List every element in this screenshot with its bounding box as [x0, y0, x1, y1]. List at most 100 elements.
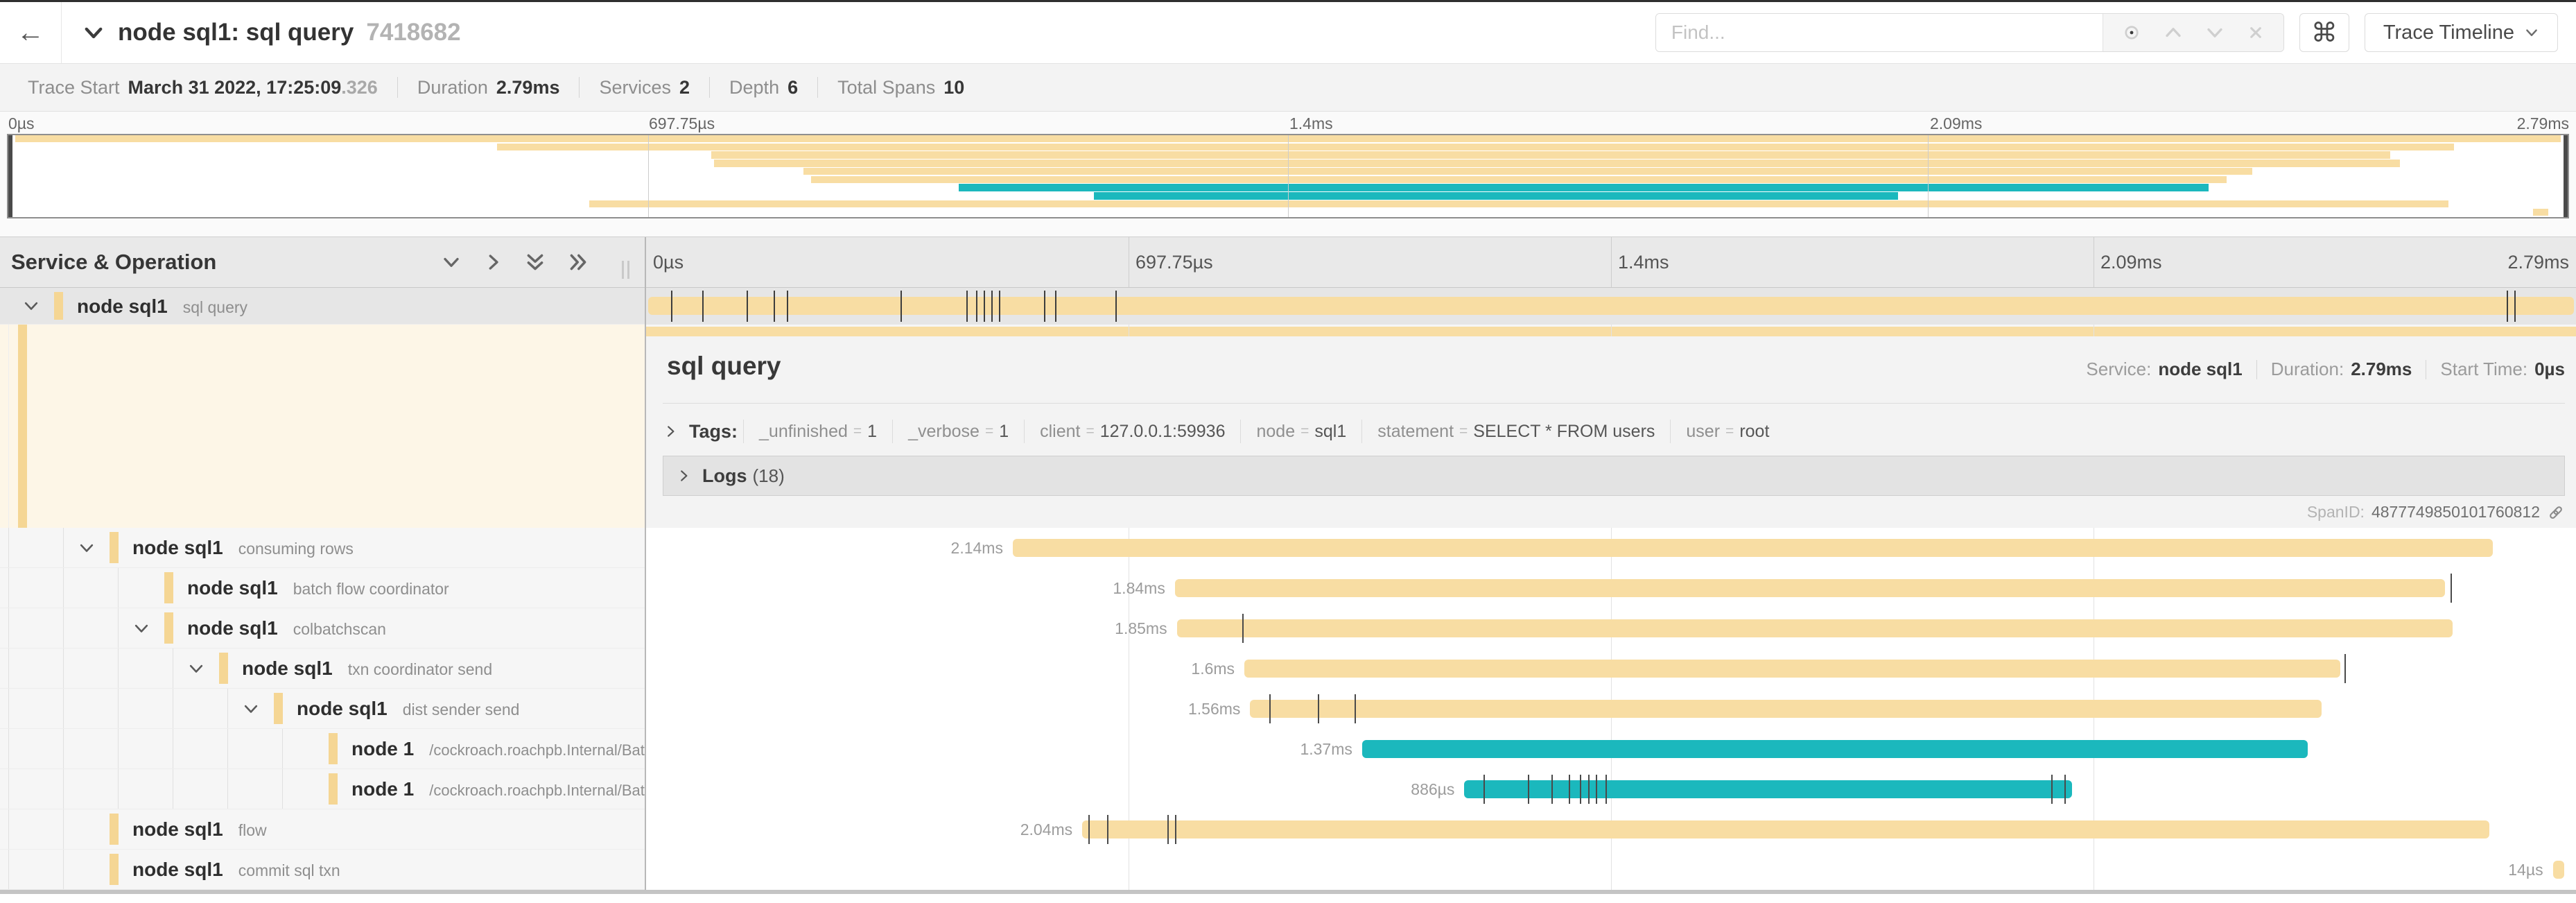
span-tree-row[interactable]: node sql1 consuming rows [0, 528, 645, 568]
timeline-row: 886µs [646, 769, 2576, 809]
meta-label: Services [599, 76, 671, 98]
chevron-down-icon[interactable] [2204, 22, 2225, 43]
log-marker-tick [787, 291, 789, 322]
minimap-axis-label: 2.09ms [1930, 114, 1983, 132]
tag-key: _verbose [908, 421, 980, 441]
span-color-accent [164, 612, 173, 644]
minimap-span-bar [810, 175, 2227, 184]
minimap-section: 0µs 697.75µs 1.4ms 2.09ms 2.79ms [0, 112, 2576, 237]
minimap-span-bar [497, 143, 2454, 151]
tree-guide-line [63, 850, 64, 889]
span-tree-row[interactable]: node sql1 commit sql txn [0, 850, 645, 890]
span-tree-row[interactable]: node sql1 sql query [0, 288, 645, 325]
minimap-span-bar [714, 160, 2401, 167]
span-tree-row[interactable]: node sql1 dist sender send [0, 689, 645, 729]
chevron-up-icon[interactable] [2163, 22, 2184, 43]
expand-all-icon[interactable] [567, 251, 589, 273]
span-bar[interactable] [1012, 539, 2494, 557]
target-icon[interactable] [2121, 22, 2142, 43]
span-operation-name: dist sender send [402, 700, 520, 719]
span-tree-panel: node sql1 sql query node sql1 consuming row… [0, 288, 645, 890]
meta-value: March 31 2022, 17:25:09 [128, 76, 342, 98]
tree-guide-line [118, 769, 119, 809]
span-bar[interactable] [1250, 700, 2322, 718]
span-duration-label: 1.85ms [1115, 619, 1167, 637]
span-service-name: node sql1 flow [132, 818, 267, 840]
trace-timeline-dropdown[interactable]: Trace Timeline [2364, 13, 2558, 52]
tree-guide-line [63, 568, 64, 608]
span-color-accent [110, 814, 119, 845]
tags-row[interactable]: Tags: _unfinished = 1 _verbose = 1 client = 127.0… [663, 414, 1784, 449]
span-tree-row[interactable]: node 1/cockroach.roachpb.Internal/Batch [0, 769, 645, 809]
span-collapse-chevron-icon[interactable] [132, 619, 150, 637]
minimap-row [12, 184, 2564, 191]
span-bar[interactable] [2552, 861, 2565, 879]
meta-label: Duration [417, 76, 488, 98]
tree-guide-line [227, 769, 228, 809]
logs-row[interactable]: Logs (18) [663, 456, 2565, 496]
minimap-axis-label: 0µs [8, 114, 35, 132]
back-button[interactable]: ← [0, 2, 62, 63]
tree-guide-line [8, 769, 9, 809]
span-bar[interactable] [1174, 579, 2445, 597]
expand-one-icon[interactable] [482, 252, 503, 273]
tag-item: node = sql1 [1240, 420, 1361, 443]
collapse-all-icon[interactable] [524, 251, 546, 273]
span-collapse-chevron-icon[interactable] [187, 660, 205, 678]
link-icon[interactable] [2547, 504, 2565, 522]
log-marker-tick [671, 291, 673, 322]
keyboard-shortcuts-button[interactable]: ⌘ [2299, 13, 2349, 52]
log-marker-tick [773, 291, 775, 322]
collapse-trace-chevron-icon[interactable] [82, 21, 105, 44]
service-operation-title: Service & Operation [11, 250, 217, 274]
tag-equals: = [984, 423, 994, 439]
span-bar[interactable] [1082, 820, 2489, 839]
timeline-axis-label: 0µs [653, 252, 684, 273]
clear-x-icon[interactable] [2246, 23, 2265, 42]
tag-value: 127.0.0.1:59936 [1099, 421, 1226, 441]
tree-guide-line [8, 648, 9, 688]
tag-value: SELECT * FROM users [1473, 421, 1655, 441]
log-marker-tick [1354, 694, 1356, 723]
span-service-name: node 1/cockroach.roachpb.Internal/Batch [351, 729, 645, 771]
span-bar[interactable] [647, 297, 2575, 315]
span-tree-row[interactable]: node sql1 flow [0, 809, 645, 850]
timeline-row: 2.04ms [646, 809, 2576, 850]
span-bar[interactable] [1176, 619, 2453, 637]
minimap-right-handle[interactable] [2564, 135, 2568, 217]
minimap-row [12, 160, 2564, 167]
span-tree-row[interactable]: node sql1 txn coordinator send [0, 648, 645, 689]
span-bar[interactable] [1464, 780, 2073, 798]
log-marker-tick [2064, 775, 2066, 804]
column-resize-grip[interactable] [622, 261, 629, 279]
tree-guide-line [63, 809, 64, 849]
tag-value: 1 [999, 421, 1009, 441]
span-collapse-chevron-icon[interactable] [22, 297, 40, 315]
span-detail-header: sql query Service: node sql1 Duration: 2.79m… [667, 352, 2565, 388]
tag-equals: = [853, 423, 862, 439]
log-marker-tick [1088, 815, 1090, 844]
panel-divider[interactable] [645, 237, 646, 892]
timeline-minimap[interactable] [7, 134, 2569, 218]
minimap-left-handle[interactable] [8, 135, 12, 217]
expanded-detail-left-column [0, 325, 645, 528]
meta-label: Total Spans [837, 76, 936, 98]
minimap-rows [12, 135, 2564, 217]
span-operation-name: /cockroach.roachpb.Internal/Batch [429, 782, 645, 799]
span-bar[interactable] [1361, 740, 2308, 758]
span-tree-row[interactable]: node sql1 colbatchscan [0, 608, 645, 648]
collapse-one-icon[interactable] [441, 252, 462, 273]
tree-guide-line [8, 850, 9, 889]
span-operation-name: commit sql txn [238, 861, 340, 879]
timeline-row: 1.85ms [646, 608, 2576, 648]
span-tree-row[interactable]: node sql1 batch flow coordinator [0, 568, 645, 608]
find-input[interactable] [1655, 14, 2103, 51]
span-collapse-chevron-icon[interactable] [242, 700, 260, 718]
span-color-accent [110, 532, 119, 563]
span-bar[interactable] [1244, 660, 2341, 678]
span-duration-label: 1.37ms [1300, 740, 1352, 758]
timeline-axis-header: 0µs 697.75µs 1.4ms 2.09ms 2.79ms [646, 237, 2576, 288]
span-collapse-chevron-icon[interactable] [78, 539, 96, 557]
span-tree-row[interactable]: node 1/cockroach.roachpb.Internal/Batch [0, 729, 645, 769]
